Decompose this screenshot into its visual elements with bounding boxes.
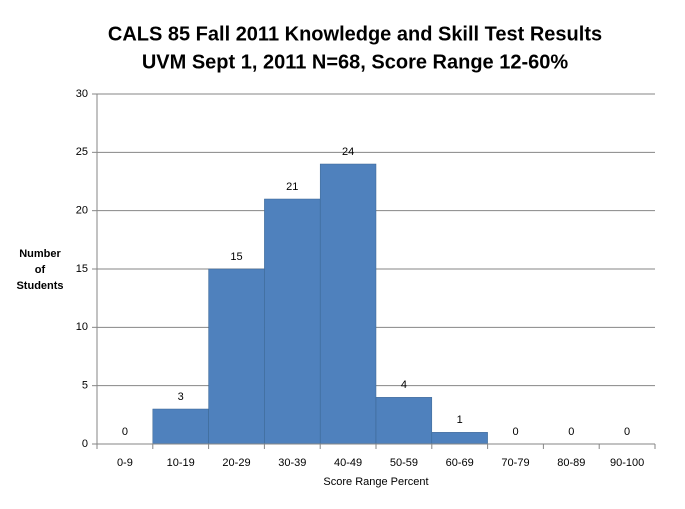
data-label: 24 <box>342 146 354 158</box>
bar <box>431 432 488 445</box>
data-label: 0 <box>624 426 630 438</box>
data-label: 21 <box>286 181 298 193</box>
y-axis-title: Number <box>19 248 61 260</box>
x-tick-label: 80-89 <box>557 457 585 469</box>
y-axis-title: Students <box>16 280 63 292</box>
data-label: 3 <box>178 391 184 403</box>
y-tick-label: 25 <box>76 146 88 158</box>
bar <box>152 408 209 445</box>
x-tick-label: 20-29 <box>222 457 250 469</box>
x-tick-label: 0-9 <box>117 457 133 469</box>
x-tick-label: 70-79 <box>501 457 529 469</box>
data-label: 0 <box>122 426 128 438</box>
x-tick-label: 90-100 <box>610 457 644 469</box>
y-tick-label: 0 <box>82 438 88 450</box>
y-tick-label: 10 <box>76 321 88 333</box>
data-label: 4 <box>401 379 407 391</box>
x-axis-title: Score Range Percent <box>323 476 428 488</box>
x-tick-label: 50-59 <box>390 457 418 469</box>
y-tick-label: 5 <box>82 380 88 392</box>
y-tick-label: 15 <box>76 263 88 275</box>
bar <box>375 397 433 445</box>
data-label: 0 <box>568 426 574 438</box>
data-label: 0 <box>512 426 518 438</box>
bar <box>208 268 265 445</box>
bar <box>264 198 321 445</box>
chart-title: CALS 85 Fall 2011 Knowledge and Skill Te… <box>108 23 602 45</box>
y-axis-title: of <box>35 264 46 276</box>
data-label: 1 <box>457 414 463 426</box>
x-tick-label: 10-19 <box>167 457 195 469</box>
chart-subtitle: UVM Sept 1, 2011 N=68, Score Range 12-60… <box>142 51 569 73</box>
x-tick-label: 60-69 <box>446 457 474 469</box>
x-tick-label: 30-39 <box>278 457 306 469</box>
bar <box>319 163 377 445</box>
data-label: 15 <box>230 251 242 263</box>
y-tick-label: 20 <box>76 205 88 217</box>
y-tick-label: 30 <box>76 88 88 100</box>
x-tick-label: 40-49 <box>334 457 362 469</box>
